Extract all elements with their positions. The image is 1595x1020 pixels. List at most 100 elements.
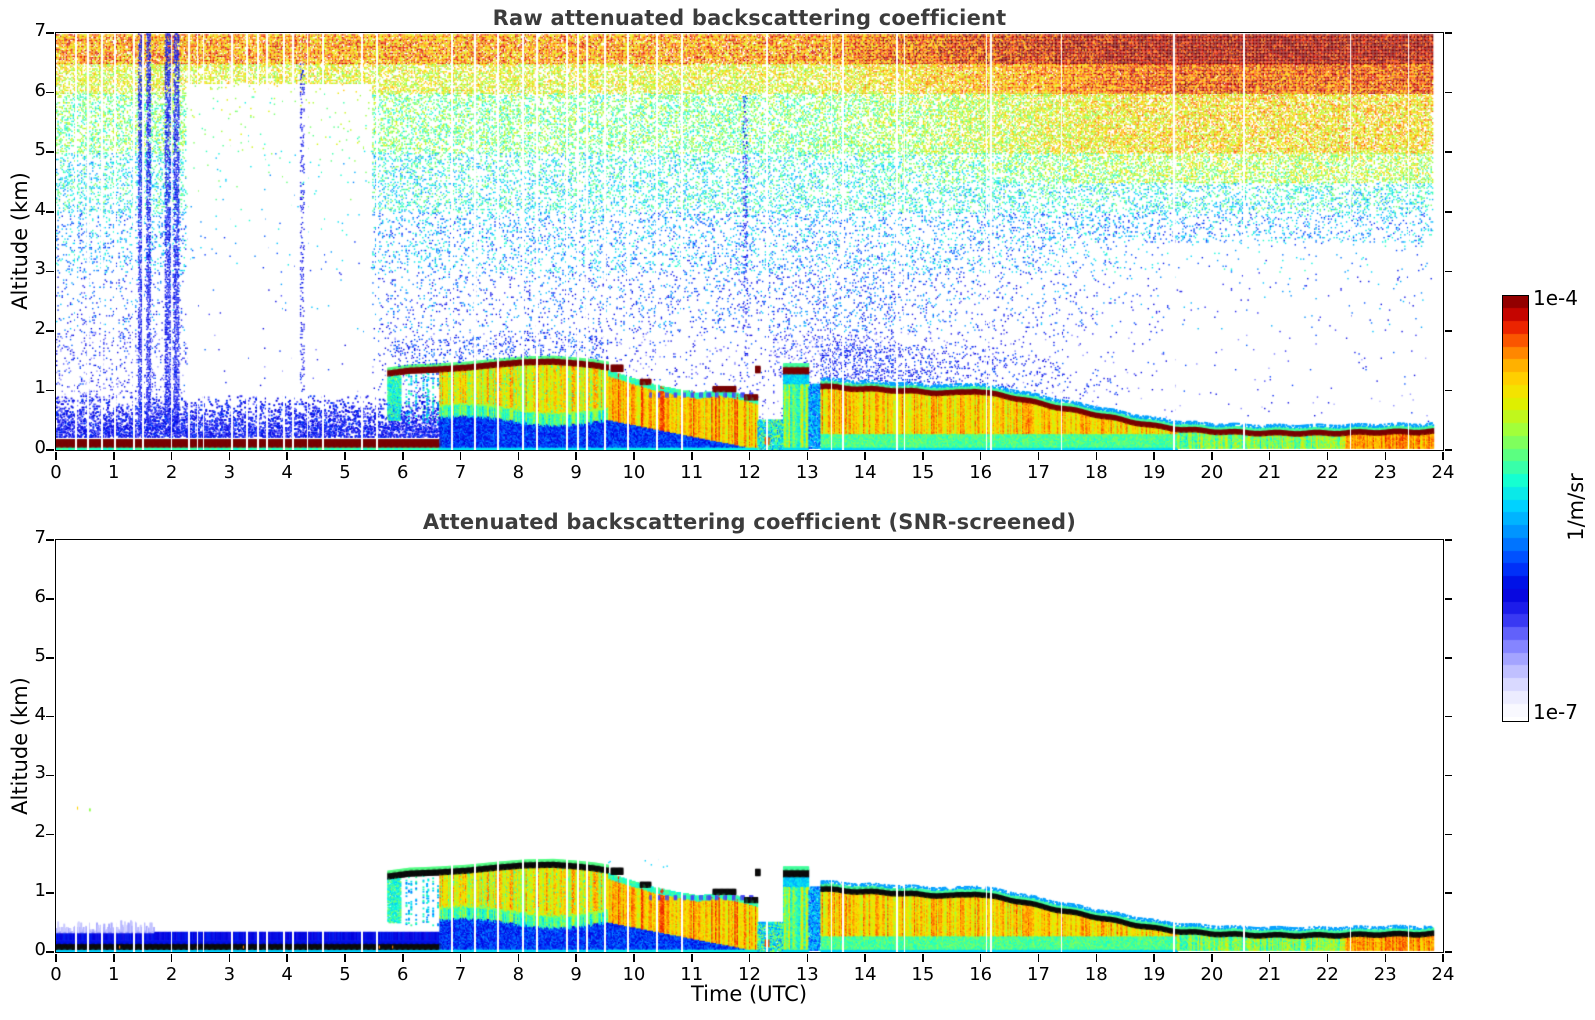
x-tick bbox=[55, 452, 57, 460]
x-tick bbox=[691, 452, 693, 460]
x-tick-label: 21 bbox=[1258, 964, 1282, 985]
x-tick bbox=[1326, 954, 1329, 962]
x-tick bbox=[922, 452, 924, 460]
x-tick-label: 24 bbox=[1431, 462, 1455, 483]
x-tick-label: 19 bbox=[1142, 462, 1166, 483]
x-tick bbox=[459, 452, 462, 460]
x-tick-label: 3 bbox=[223, 462, 236, 483]
y-tick-right bbox=[1445, 211, 1452, 213]
x-tick bbox=[55, 954, 57, 962]
x-tick-label: 6 bbox=[397, 462, 409, 483]
y-tick bbox=[46, 774, 54, 777]
x-tick bbox=[1095, 954, 1098, 962]
x-tick bbox=[113, 954, 115, 962]
x-tick bbox=[1442, 954, 1444, 962]
x-tick bbox=[286, 452, 288, 460]
y-tick bbox=[46, 32, 54, 34]
y-tick bbox=[46, 330, 54, 332]
y-tick-right bbox=[1445, 151, 1452, 153]
x-tick-label: 20 bbox=[1200, 964, 1224, 985]
x-tick bbox=[748, 452, 751, 460]
x-tick-label: 15 bbox=[911, 964, 935, 985]
screened-heatmap-panel bbox=[55, 539, 1444, 953]
x-tick bbox=[1442, 452, 1444, 460]
y-tick-right bbox=[1445, 389, 1452, 392]
y-tick bbox=[46, 449, 54, 451]
x-tick-label: 2 bbox=[165, 462, 178, 483]
x-tick-label: 16 bbox=[969, 462, 993, 483]
y-tick bbox=[46, 598, 54, 600]
x-tick bbox=[1037, 954, 1040, 962]
x-tick-label: 0 bbox=[50, 964, 62, 985]
x-tick-label: 1 bbox=[108, 964, 120, 985]
x-tick-label: 9 bbox=[570, 462, 582, 483]
y-tick bbox=[46, 657, 54, 659]
x-tick-label: 19 bbox=[1142, 964, 1166, 985]
colorbar-unit-label: 1/m/sr bbox=[1564, 473, 1588, 541]
x-tick bbox=[517, 954, 520, 962]
x-tick bbox=[344, 954, 346, 962]
x-tick bbox=[1153, 954, 1155, 962]
x-tick bbox=[402, 954, 404, 962]
x-tick-label: 7 bbox=[454, 462, 467, 483]
x-tick bbox=[228, 452, 231, 460]
x-tick bbox=[806, 452, 809, 460]
x-tick-label: 14 bbox=[853, 964, 877, 985]
y-tick-label: 1 bbox=[34, 377, 46, 399]
y-tick-right bbox=[1445, 715, 1452, 718]
y-tick-label: 4 bbox=[34, 198, 46, 220]
x-tick bbox=[575, 954, 577, 962]
raw-panel-title: Raw attenuated backscattering coefficien… bbox=[492, 6, 1007, 30]
x-tick-label: 17 bbox=[1027, 462, 1050, 483]
y-tick-right bbox=[1445, 657, 1452, 659]
y-tick-label: 6 bbox=[34, 79, 46, 101]
x-tick bbox=[1268, 452, 1271, 460]
y-tick-label: 4 bbox=[34, 703, 46, 725]
y-tick-right bbox=[1445, 892, 1452, 894]
x-tick bbox=[344, 452, 346, 460]
screened-panel-title: Attenuated backscattering coefficient (S… bbox=[422, 510, 1077, 534]
x-tick-label: 10 bbox=[622, 462, 646, 483]
x-tick-label: 16 bbox=[969, 964, 993, 985]
x-tick-label: 21 bbox=[1258, 462, 1282, 483]
x-tick-label: 23 bbox=[1373, 964, 1397, 985]
x-tick bbox=[691, 954, 693, 962]
raw-y-axis-label: Altitude (km) bbox=[8, 172, 32, 310]
y-tick bbox=[46, 892, 54, 894]
y-tick-right bbox=[1445, 91, 1452, 94]
y-tick-right bbox=[1445, 32, 1452, 34]
x-tick bbox=[113, 452, 115, 460]
colorbar-max-label: 1e-4 bbox=[1533, 286, 1578, 310]
y-tick-right bbox=[1445, 774, 1452, 777]
colorbar-gradient bbox=[1503, 296, 1528, 717]
y-tick bbox=[46, 151, 54, 153]
x-tick-label: 12 bbox=[738, 964, 761, 985]
y-tick bbox=[46, 833, 54, 836]
x-tick bbox=[1211, 452, 1213, 460]
x-tick bbox=[575, 452, 577, 460]
y-tick-label: 1 bbox=[34, 880, 46, 902]
y-tick bbox=[46, 951, 54, 953]
screened-heatmap-canvas bbox=[56, 540, 1443, 952]
x-tick-label: 13 bbox=[795, 964, 819, 985]
x-tick bbox=[1153, 452, 1155, 460]
y-tick bbox=[46, 270, 54, 273]
x-tick-label: 23 bbox=[1373, 462, 1397, 483]
x-tick-label: 18 bbox=[1084, 462, 1108, 483]
y-tick bbox=[46, 539, 54, 541]
y-tick-label: 5 bbox=[34, 139, 46, 161]
x-tick bbox=[170, 954, 173, 962]
x-tick-label: 5 bbox=[339, 462, 351, 483]
y-tick-label: 7 bbox=[34, 527, 46, 548]
x-tick-label: 20 bbox=[1200, 462, 1224, 483]
x-tick bbox=[633, 954, 635, 962]
x-tick bbox=[1384, 954, 1386, 962]
x-tick-label: 1 bbox=[108, 462, 120, 483]
raw-heatmap-canvas bbox=[56, 33, 1443, 450]
x-tick bbox=[402, 452, 404, 460]
y-tick bbox=[46, 91, 54, 94]
x-tick-label: 7 bbox=[454, 964, 467, 985]
raw-heatmap-panel bbox=[55, 32, 1444, 451]
y-tick-label: 5 bbox=[34, 644, 46, 666]
x-tick bbox=[517, 452, 520, 460]
